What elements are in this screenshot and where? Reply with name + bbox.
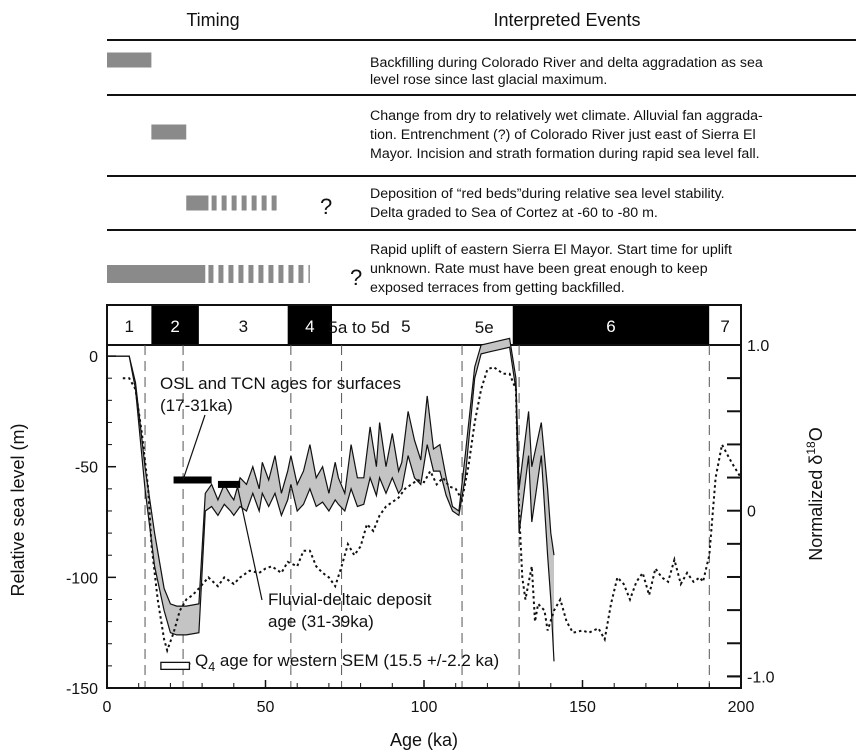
stage-cell-2 [151, 305, 199, 345]
event-1-line-2: level rose since last glacial maximum. [370, 72, 607, 88]
y-tick-label--50: -50 [75, 460, 98, 477]
svg-text:OSL and TCN ages for surfaces(: OSL and TCN ages for surfaces (17-31ka) [160, 374, 401, 415]
x-tick-label-0: 0 [103, 699, 112, 716]
event-row-4: Rapid uplift of eastern Sierra El Mayor.… [107, 242, 732, 296]
stage-cell-6 [455, 305, 513, 345]
plot: 0 -50 -100 -150 0 50 100 150 200 1.0 0 -1.0 [66, 337, 775, 716]
svg-text:Deposition of “red beds”during: Deposition of “red beds”during relative … [370, 186, 725, 221]
x-tick-label-200: 200 [728, 699, 755, 716]
annotation-osl-tcn: OSL and TCN ages for surfaces (17-31ka) [160, 374, 401, 415]
x-tick-label-100: 100 [411, 699, 438, 716]
timing-bar-2-solid [151, 124, 187, 140]
event-2-line-2: tion. Entrenchment (?) of Colorado River… [370, 127, 756, 143]
events-table: Backfilling during Colorado River and de… [107, 39, 856, 296]
x-axis-label: Age (ka) [390, 730, 458, 750]
oxygen-isotope-dotted-line [122, 365, 742, 654]
event-row-3: Deposition of “red beds”during relative … [186, 186, 725, 221]
annotation-q4-text: Q4 age for western SEM (15.5 +/-2.2 ka) [195, 651, 499, 674]
stage-label-2: 2 [170, 317, 179, 336]
stage-label-3: 3 [239, 317, 248, 336]
y2-tick-label-2: -1.0 [747, 669, 775, 686]
y-tick-label-0: 0 [89, 349, 98, 366]
event-4-line-3: exposed terraces from getting backfilled… [370, 280, 625, 296]
event-4-line-2: unknown. Rate must have been great enoug… [370, 261, 708, 277]
stage-label-6: 6 [606, 317, 615, 336]
event-3-line-1: Deposition of “red beds”during relative … [370, 186, 725, 202]
timing-header: Timing [186, 10, 239, 30]
stage-label-5: 5 [401, 317, 410, 336]
event-row-1: Backfilling during Colorado River and de… [107, 52, 763, 88]
stage-label-1: 1 [124, 317, 133, 336]
stage-label-7: 7 [720, 317, 729, 336]
stage-cell-1 [107, 305, 152, 345]
y2-tick-label-1: 0 [747, 504, 756, 521]
y2-axis-label: Normalized δ18O [804, 427, 826, 560]
stage-strip: 1 2 3 4 5a to 5d 5 5e 6 7 [107, 305, 741, 346]
svg-text:Change from dry to relatively: Change from dry to relatively wet climat… [370, 108, 763, 162]
annotation-q4: Q4 age for western SEM (15.5 +/-2.2 ka) [195, 651, 499, 674]
x-tick-label-150: 150 [569, 699, 596, 716]
annotation-osl-line-2: (17-31ka) [160, 396, 233, 415]
q4-age-box [160, 661, 191, 671]
event-2-line-1: Change from dry to relatively wet climat… [370, 108, 763, 124]
stage-cell-4 [287, 305, 333, 345]
timing-bar-4-solid [107, 265, 206, 283]
stage-sublabel-5a-to-5d: 5a to 5d [328, 318, 389, 337]
osl-leader-line [182, 414, 206, 481]
annotation-fluvial-deltaic: Fluvial-deltaic deposit age (31-39ka) [268, 590, 432, 631]
annotation-fluvial-line-1: Fluvial-deltaic deposit [268, 590, 432, 609]
sea-level-envelope-fill [107, 338, 554, 662]
sample-age-bar-1 [173, 476, 212, 484]
y2-tick-label-0: 1.0 [747, 338, 769, 355]
event-3-line-2: Delta graded to Sea of Cortez at -60 to … [370, 205, 658, 221]
q4-leader-line [188, 662, 191, 666]
timing-bar-1-solid [107, 52, 152, 68]
sea-level-lower-line [107, 346, 555, 662]
event-2-line-3: Mayor. Incision and strath formation dur… [370, 146, 760, 162]
svg-text:Backfilling during Colorado Ri: Backfilling during Colorado River and de… [370, 55, 763, 88]
plot-frame [106, 304, 742, 689]
svg-text:Rapid uplift of eastern Sierra: Rapid uplift of eastern Sierra El Mayor.… [370, 242, 732, 296]
events-header: Interpreted Events [493, 10, 640, 30]
stage-label-4: 4 [305, 317, 314, 336]
event-1-line-1: Backfilling during Colorado River and de… [370, 55, 763, 71]
y-axis-label: Relative sea level (m) [8, 423, 28, 596]
sample-age-bar-2 [217, 480, 241, 488]
fluvial-leader-line [236, 484, 263, 601]
event-row-2: Change from dry to relatively wet climat… [151, 108, 763, 162]
y-tick-label--150: -150 [66, 681, 98, 698]
stage-cell-5 [332, 305, 456, 345]
y-tick-label--100: -100 [66, 570, 98, 587]
annotation-osl-line-1: OSL and TCN ages for surfaces [160, 374, 401, 393]
annotation-fluvial-line-2: age (31-39ka) [268, 612, 374, 631]
stage-cell-7 [512, 305, 710, 345]
x-tick-label-50: 50 [257, 699, 275, 716]
timing-bar-3-solid [186, 195, 209, 211]
sea-level-upper-line [107, 337, 555, 607]
stage-cell-8 [709, 305, 741, 345]
stage-sublabel-5e: 5e [475, 318, 494, 337]
stage-cell-3 [198, 305, 288, 345]
event-4-line-1: Rapid uplift of eastern Sierra El Mayor.… [370, 242, 732, 258]
event-3-question-mark: ? [320, 194, 332, 219]
event-4-question-mark: ? [350, 265, 362, 290]
